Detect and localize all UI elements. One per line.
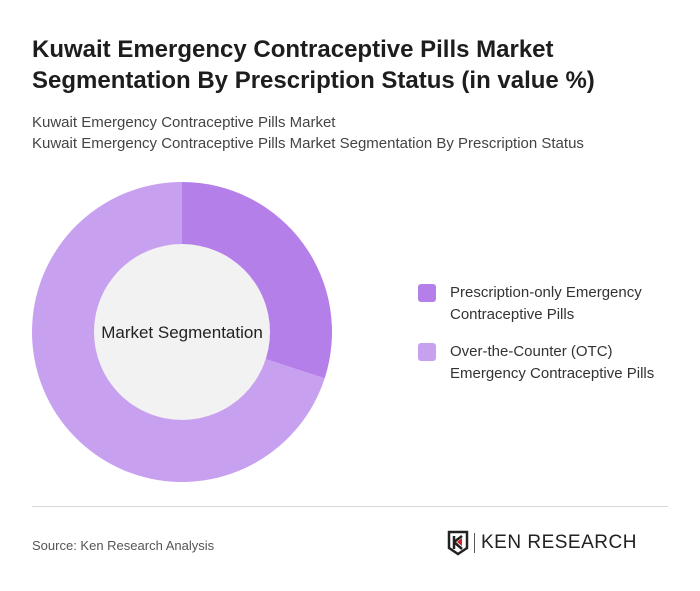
donut-chart: Market Segmentation bbox=[31, 182, 332, 482]
legend-label: Prescription-only Emergency Contraceptiv… bbox=[450, 284, 642, 323]
center-label: Market Segmentation bbox=[101, 323, 263, 342]
subtitle-market: Kuwait Emergency Contraceptive Pills Mar… bbox=[32, 114, 336, 131]
subtitle-segmentation: Kuwait Emergency Contraceptive Pills Mar… bbox=[32, 135, 584, 152]
chart-title: Kuwait Emergency Contraceptive Pills Mar… bbox=[32, 36, 595, 94]
source-note: Source: Ken Research Analysis bbox=[32, 538, 215, 553]
ken-research-logo: KEN RESEARCH bbox=[447, 530, 637, 556]
legend-swatch bbox=[418, 284, 436, 302]
legend-swatch bbox=[418, 343, 436, 361]
logo-text: KEN RESEARCH bbox=[481, 532, 637, 553]
divider bbox=[32, 506, 668, 507]
logo-separator bbox=[474, 533, 475, 553]
ken-logo-icon bbox=[447, 530, 469, 556]
donut-center bbox=[94, 244, 270, 420]
legend-label: Over-the-Counter (OTC) Emergency Contrac… bbox=[450, 343, 655, 382]
